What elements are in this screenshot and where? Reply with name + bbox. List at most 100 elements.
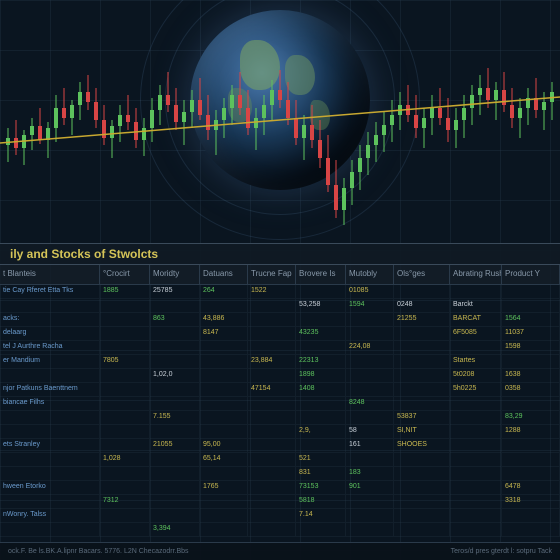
table-row[interactable]: acks:86343,88621255BARCAT1564 xyxy=(0,313,560,327)
data-cell xyxy=(200,397,248,410)
data-cell xyxy=(346,327,394,340)
column-header[interactable]: Mutobly xyxy=(346,265,394,284)
data-cell xyxy=(346,355,394,368)
data-cell xyxy=(248,439,296,452)
data-cell: 5t0208 xyxy=(450,369,502,382)
data-cell xyxy=(346,509,394,522)
data-cell xyxy=(450,467,502,480)
row-label: biancae Filhs xyxy=(0,397,100,410)
data-cell xyxy=(346,453,394,466)
data-cell: 161 xyxy=(346,439,394,452)
data-cell xyxy=(100,369,150,382)
data-cell: 1522 xyxy=(248,285,296,298)
data-cell: 521 xyxy=(296,453,346,466)
column-header[interactable]: Trucne Fap xyxy=(248,265,296,284)
data-cell: 1564 xyxy=(502,313,560,326)
column-header[interactable]: Ols°ges xyxy=(394,265,450,284)
data-cell: 22313 xyxy=(296,355,346,368)
data-cell xyxy=(200,509,248,522)
data-cell xyxy=(248,509,296,522)
data-cell xyxy=(450,481,502,494)
data-cell: 8248 xyxy=(346,397,394,410)
data-cell xyxy=(502,453,560,466)
table-row[interactable]: er Mandium780523,88422313Startes xyxy=(0,355,560,369)
column-header[interactable]: Moridty xyxy=(150,265,200,284)
data-cell: 1,028 xyxy=(100,453,150,466)
data-cell xyxy=(150,425,200,438)
table-row[interactable]: ets Stranley2105595,00161SHOOES xyxy=(0,439,560,453)
data-cell xyxy=(394,355,450,368)
table-row[interactable]: 2,9,58SI,NIT1288 xyxy=(0,425,560,439)
table-row[interactable]: tie Cay Rferet Etta Tks18852578526415220… xyxy=(0,285,560,299)
data-cell xyxy=(296,397,346,410)
data-cell: SHOOES xyxy=(394,439,450,452)
data-cell xyxy=(100,481,150,494)
data-cell xyxy=(100,397,150,410)
data-cell xyxy=(150,481,200,494)
table-row[interactable]: tel J Aurthre Racha224,081598 xyxy=(0,341,560,355)
data-cell xyxy=(450,439,502,452)
column-header[interactable]: Brovere Is xyxy=(296,265,346,284)
table-row[interactable]: 1,02865,14521 xyxy=(0,453,560,467)
footer-left-text: ock.F. Be ls.BK.A.lipnr Bacars. 5776. L2… xyxy=(8,548,189,555)
data-cell xyxy=(296,439,346,452)
data-cell xyxy=(450,523,502,536)
data-cell xyxy=(248,369,296,382)
data-cell xyxy=(150,397,200,410)
column-header[interactable]: Datuans xyxy=(200,265,248,284)
data-cell xyxy=(150,467,200,480)
table-row[interactable]: nWonry. Talss7.14 xyxy=(0,509,560,523)
data-cell xyxy=(296,341,346,354)
column-header[interactable]: °Crocirt xyxy=(100,265,150,284)
data-cell xyxy=(200,299,248,312)
table-row[interactable]: 53,25815940248Barckt xyxy=(0,299,560,313)
data-cell xyxy=(150,383,200,396)
data-cell: 43,886 xyxy=(200,313,248,326)
data-cell xyxy=(248,313,296,326)
data-cell xyxy=(200,495,248,508)
data-cell xyxy=(296,411,346,424)
data-cell: 1638 xyxy=(502,369,560,382)
data-cell: 863 xyxy=(150,313,200,326)
data-cell: 21055 xyxy=(150,439,200,452)
footer-right-text: Teros/d pres gterdt l: sotpru Tack xyxy=(451,548,552,555)
candlestick-chart xyxy=(0,0,560,260)
data-cell: 183 xyxy=(346,467,394,480)
data-cell: 8147 xyxy=(200,327,248,340)
data-cell: SI,NIT xyxy=(394,425,450,438)
table-row[interactable]: delaarg8147432356F508511037 xyxy=(0,327,560,341)
column-header[interactable]: Product Y xyxy=(502,265,560,284)
table-row[interactable]: hween Etorko1765731539016478 xyxy=(0,481,560,495)
data-cell xyxy=(150,453,200,466)
data-cell xyxy=(450,495,502,508)
table-row[interactable]: njor Patkuns Baenttnem4715414085h0225035… xyxy=(0,383,560,397)
table-row[interactable]: 3,394 xyxy=(0,523,560,537)
table-row[interactable]: biancae Filhs 8248 xyxy=(0,397,560,411)
title-text: ily and Stocks of Stwolcts xyxy=(10,247,158,261)
table-row[interactable]: 731258183318 xyxy=(0,495,560,509)
data-cell xyxy=(502,467,560,480)
row-label: ets Stranley xyxy=(0,439,100,452)
data-cell xyxy=(394,397,450,410)
data-cell xyxy=(248,481,296,494)
data-cell: 7.14 xyxy=(296,509,346,522)
row-label xyxy=(0,411,100,424)
data-cell xyxy=(150,355,200,368)
data-cell xyxy=(248,411,296,424)
data-cell xyxy=(100,411,150,424)
table-row[interactable]: 7.1555383783,29 xyxy=(0,411,560,425)
data-cell xyxy=(296,313,346,326)
data-cell: 5h0225 xyxy=(450,383,502,396)
data-cell xyxy=(346,313,394,326)
column-header[interactable]: Abrating Rush xyxy=(450,265,502,284)
table-row[interactable]: 1,02,018985t02081638 xyxy=(0,369,560,383)
data-cell xyxy=(346,369,394,382)
table-row[interactable]: 831183 xyxy=(0,467,560,481)
data-cell xyxy=(502,299,560,312)
row-label xyxy=(0,369,100,382)
data-cell xyxy=(248,397,296,410)
data-cell: 3,394 xyxy=(150,523,200,536)
section-title: ily and Stocks of Stwolcts xyxy=(0,243,560,265)
data-cell xyxy=(346,411,394,424)
column-header[interactable]: t Blanteis xyxy=(0,265,100,284)
